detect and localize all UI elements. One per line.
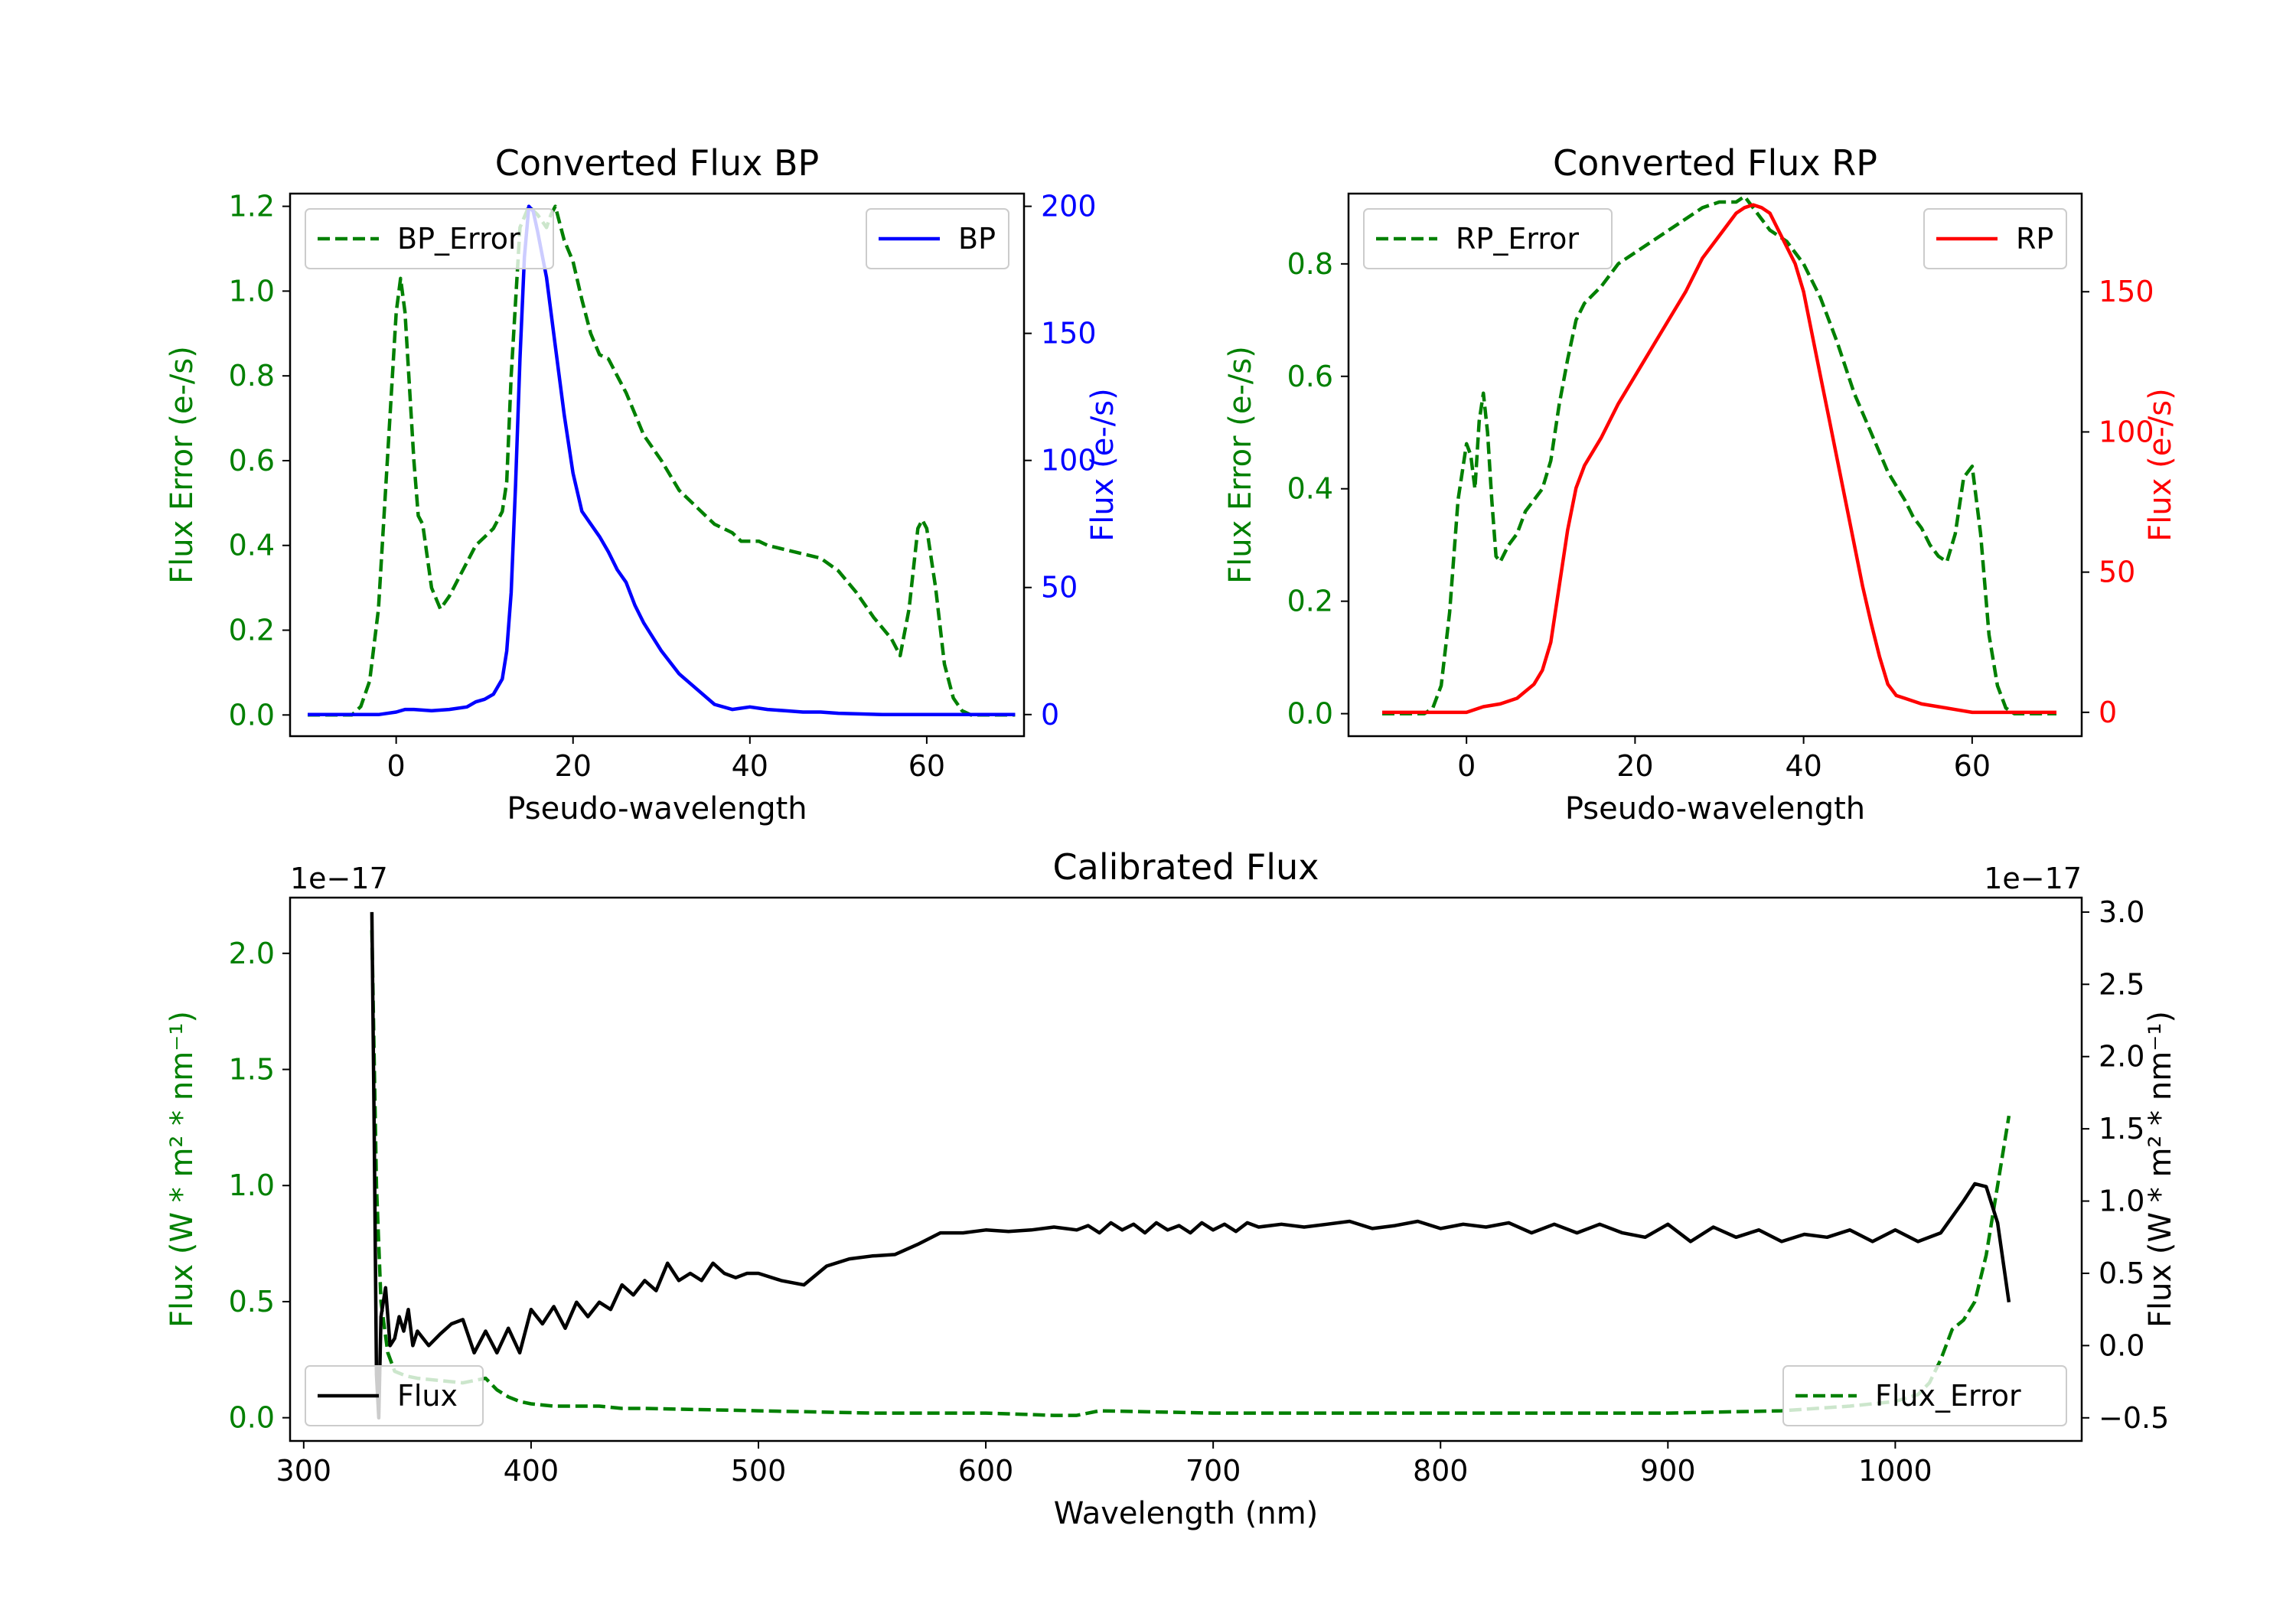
- x-tick-label: 40: [1785, 749, 1821, 783]
- y-right-tick-label: 50: [1041, 571, 1078, 605]
- series-line-bp: [308, 204, 1016, 717]
- y-left-tick-label: 0.5: [229, 1285, 275, 1319]
- y-right-tick-label: 0: [2099, 696, 2117, 729]
- y-left-axis-label: Flux (W * m² * nm⁻¹): [165, 1011, 200, 1328]
- y-right-tick-label: 2.5: [2099, 967, 2144, 1001]
- x-tick-label: 20: [1616, 749, 1653, 783]
- legend-label: Flux_Error: [1875, 1379, 2021, 1413]
- y-right-tick-label: 150: [1041, 317, 1097, 350]
- chart-title: Converted Flux BP: [495, 142, 820, 184]
- x-tick-label: 400: [504, 1454, 559, 1488]
- y-left-tick-label: 0.2: [229, 614, 275, 647]
- y-right-tick-label: 3.0: [2099, 895, 2144, 929]
- y-left-tick-label: 0.0: [229, 698, 275, 732]
- y-left-tick-label: 1.0: [229, 1169, 275, 1202]
- y-left-axis-label: Flux Error (e-/s): [1223, 346, 1258, 584]
- y-left-tick-label: 0.8: [229, 359, 275, 393]
- y-left-tick-label: 1.2: [229, 190, 275, 223]
- y-right-tick-label: 100: [1041, 444, 1097, 478]
- y-left-scale-label: 1e−17: [290, 862, 388, 895]
- series-line-rp: [1382, 203, 2056, 715]
- legend-flux-error: Flux_Error: [1782, 1365, 2067, 1426]
- legend-bp: BP: [866, 208, 1009, 269]
- x-tick-label: 40: [732, 749, 768, 783]
- y-right-tick-label: 0: [1041, 698, 1059, 732]
- y-right-scale-label: 1e−17: [1984, 862, 2082, 895]
- y-left-tick-label: 0.6: [1287, 360, 1333, 393]
- y-right-tick-label: 0.5: [2099, 1257, 2144, 1290]
- legend-label: BP: [958, 222, 996, 256]
- bp-flux-panel: 0 20 40 60 0.0 0.2 0.4 0.6 0.8 1.0 1.2 0 50 100 150 200…: [165, 142, 1120, 826]
- y-left-tick-label: 0.4: [229, 529, 275, 562]
- y-right-tick-label: 200: [1041, 190, 1097, 223]
- x-tick-label: 0: [387, 749, 406, 783]
- series-line-flux: [370, 911, 2011, 1420]
- y-left-tick-label: 1.5: [229, 1053, 275, 1087]
- calibrated-flux-panel: 300 400 500 600 700 800 900 1000 0.0 0.5 1.0 1.5 2.0…: [165, 846, 2178, 1531]
- x-tick-label: 900: [1640, 1454, 1696, 1488]
- y-left-tick-label: 0.4: [1287, 472, 1333, 506]
- y-left-tick-label: 2.0: [229, 937, 275, 970]
- y-right-tick-label: −0.5: [2099, 1401, 2169, 1435]
- rp-flux-panel: 0 20 40 60 0.0 0.2 0.4 0.6 0.8 0 50 100 150 Converted…: [1223, 142, 2178, 826]
- x-tick-label: 60: [1954, 749, 1991, 783]
- x-tick-label: 600: [958, 1454, 1014, 1488]
- y-left-tick-label: 0.0: [1287, 697, 1333, 731]
- legend-label: RP: [2016, 222, 2053, 256]
- x-tick-label: 300: [276, 1454, 332, 1488]
- chart-title: Converted Flux RP: [1553, 142, 1877, 184]
- legend-label: BP_Error: [397, 222, 520, 256]
- y-left-axis-label: Flux Error (e-/s): [165, 346, 200, 584]
- x-axis-label: Wavelength (nm): [1054, 1496, 1319, 1531]
- y-right-tick-label: 1.5: [2099, 1112, 2144, 1146]
- series-line-bp-error: [308, 204, 1016, 717]
- legend-box: [305, 208, 554, 269]
- legend-label: Flux: [397, 1379, 458, 1413]
- x-tick-label: 0: [1457, 749, 1476, 783]
- y-right-axis-label: Flux (W * m² * nm⁻¹): [2143, 1011, 2178, 1328]
- y-right-tick-label: 2.0: [2099, 1040, 2144, 1074]
- y-right-tick-label: 100: [2099, 415, 2154, 448]
- axes-frame: [289, 192, 1026, 738]
- x-tick-label: 60: [908, 749, 945, 783]
- axes-frame: [1347, 192, 2083, 738]
- x-axis-label: Pseudo-wavelength: [507, 791, 807, 826]
- legend-rp-error: RP_Error: [1363, 208, 1613, 269]
- x-tick-label: 700: [1186, 1454, 1241, 1488]
- y-right-tick-label: 0.0: [2099, 1328, 2144, 1362]
- legend-box: [305, 1365, 484, 1426]
- series-line-rp-error: [1382, 194, 2056, 715]
- axes-frame: [289, 896, 2083, 1442]
- y-right-tick-label: 50: [2099, 556, 2135, 589]
- x-tick-label: 20: [555, 749, 592, 783]
- y-left-tick-label: 0.8: [1287, 247, 1333, 281]
- legend-flux: Flux: [305, 1365, 484, 1426]
- y-right-tick-label: 150: [2099, 275, 2154, 308]
- y-right-axis-label: Flux (e-/s): [1085, 388, 1120, 541]
- x-axis-label: Pseudo-wavelength: [1565, 791, 1865, 826]
- legend-rp: RP: [1923, 208, 2067, 269]
- y-right-tick-label: 1.0: [2099, 1185, 2144, 1218]
- y-left-tick-label: 1.0: [229, 274, 275, 308]
- legend-label: RP_Error: [1456, 222, 1579, 256]
- y-left-tick-label: 0.0: [229, 1401, 275, 1435]
- y-right-axis-label: Flux (e-/s): [2143, 388, 2178, 541]
- legend-box: [1363, 208, 1613, 269]
- legend-box: [1782, 1365, 2067, 1426]
- legend-bp-error: BP_Error: [305, 208, 554, 269]
- y-left-tick-label: 0.6: [229, 444, 275, 478]
- x-tick-label: 1000: [1858, 1454, 1932, 1488]
- chart-title: Calibrated Flux: [1053, 846, 1319, 888]
- y-left-tick-label: 0.2: [1287, 585, 1333, 618]
- x-tick-label: 800: [1413, 1454, 1469, 1488]
- x-tick-label: 500: [731, 1454, 787, 1488]
